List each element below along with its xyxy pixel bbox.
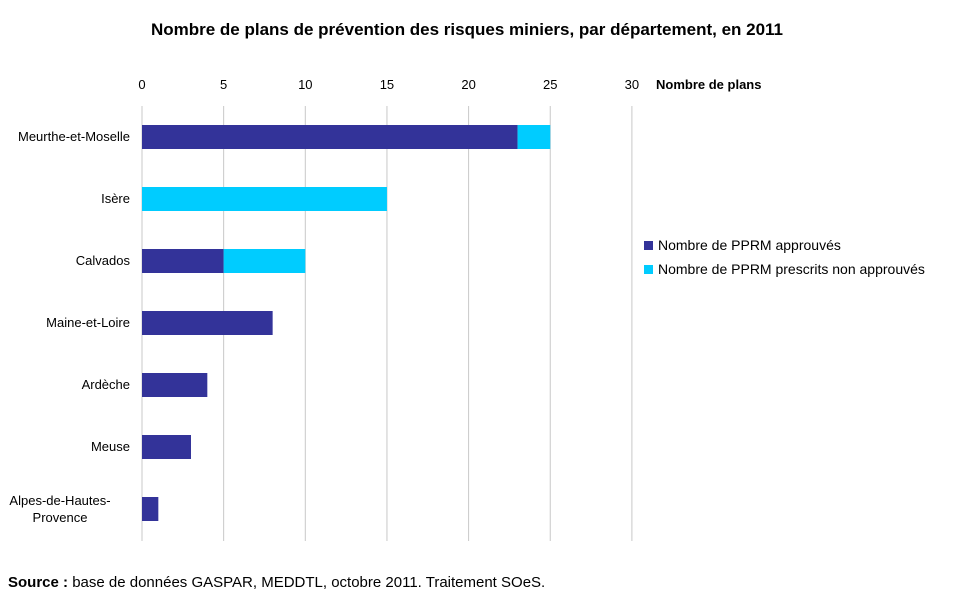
source-note: Source : base de données GASPAR, MEDDTL,… [8, 574, 545, 591]
legend-label-approved: Nombre de PPRM approuvés [658, 237, 841, 253]
bar-approved-6 [142, 497, 159, 521]
legend: Nombre de PPRM approuvés Nombre de PPRM … [644, 233, 925, 281]
x-tick-label-10: 10 [298, 77, 312, 92]
legend-swatch-approved [644, 240, 653, 250]
x-tick-label-15: 15 [380, 77, 394, 92]
bar-prescribed-1 [142, 187, 387, 211]
x-tick-label-20: 20 [461, 77, 475, 92]
source-label: Source : [8, 574, 69, 591]
legend-label-prescribed: Nombre de PPRM prescrits non approuvés [658, 261, 925, 277]
bar-approved-5 [142, 435, 191, 459]
category-label-1: Isère [101, 191, 130, 206]
source-text: base de données GASPAR, MEDDTL, octobre … [72, 574, 546, 591]
bar-approved-2 [142, 249, 224, 273]
bar-approved-0 [142, 125, 518, 149]
x-axis-title: Nombre de plans [656, 77, 761, 92]
bar-approved-3 [142, 311, 273, 335]
chart-title: Nombre de plans de prévention des risque… [150, 20, 784, 39]
category-label-4: Ardèche [82, 377, 130, 392]
chart-plot: 0 5 10 15 20 25 30 Nombre de plans Meurthe-et-Mo… [9, 77, 761, 541]
x-tick-label-30: 30 [625, 77, 639, 92]
category-label-0: Meurthe-et-Moselle [18, 129, 130, 144]
bar-prescribed-2 [223, 249, 306, 273]
x-tick-label-0: 0 [138, 77, 145, 92]
legend-swatch-prescribed [644, 264, 653, 274]
legend-item-approved: Nombre de PPRM approuvés [644, 233, 925, 257]
x-tick-label-5: 5 [220, 77, 227, 92]
category-label-2: Calvados [76, 253, 131, 268]
category-label-3: Maine-et-Loire [46, 315, 130, 330]
bar-prescribed-0 [517, 125, 551, 149]
x-tick-label-25: 25 [543, 77, 557, 92]
category-label-6: Alpes-de-Hautes-Provence [9, 493, 110, 525]
legend-item-prescribed: Nombre de PPRM prescrits non approuvés [644, 257, 925, 281]
bar-approved-4 [142, 373, 208, 397]
category-label-5: Meuse [91, 439, 130, 454]
